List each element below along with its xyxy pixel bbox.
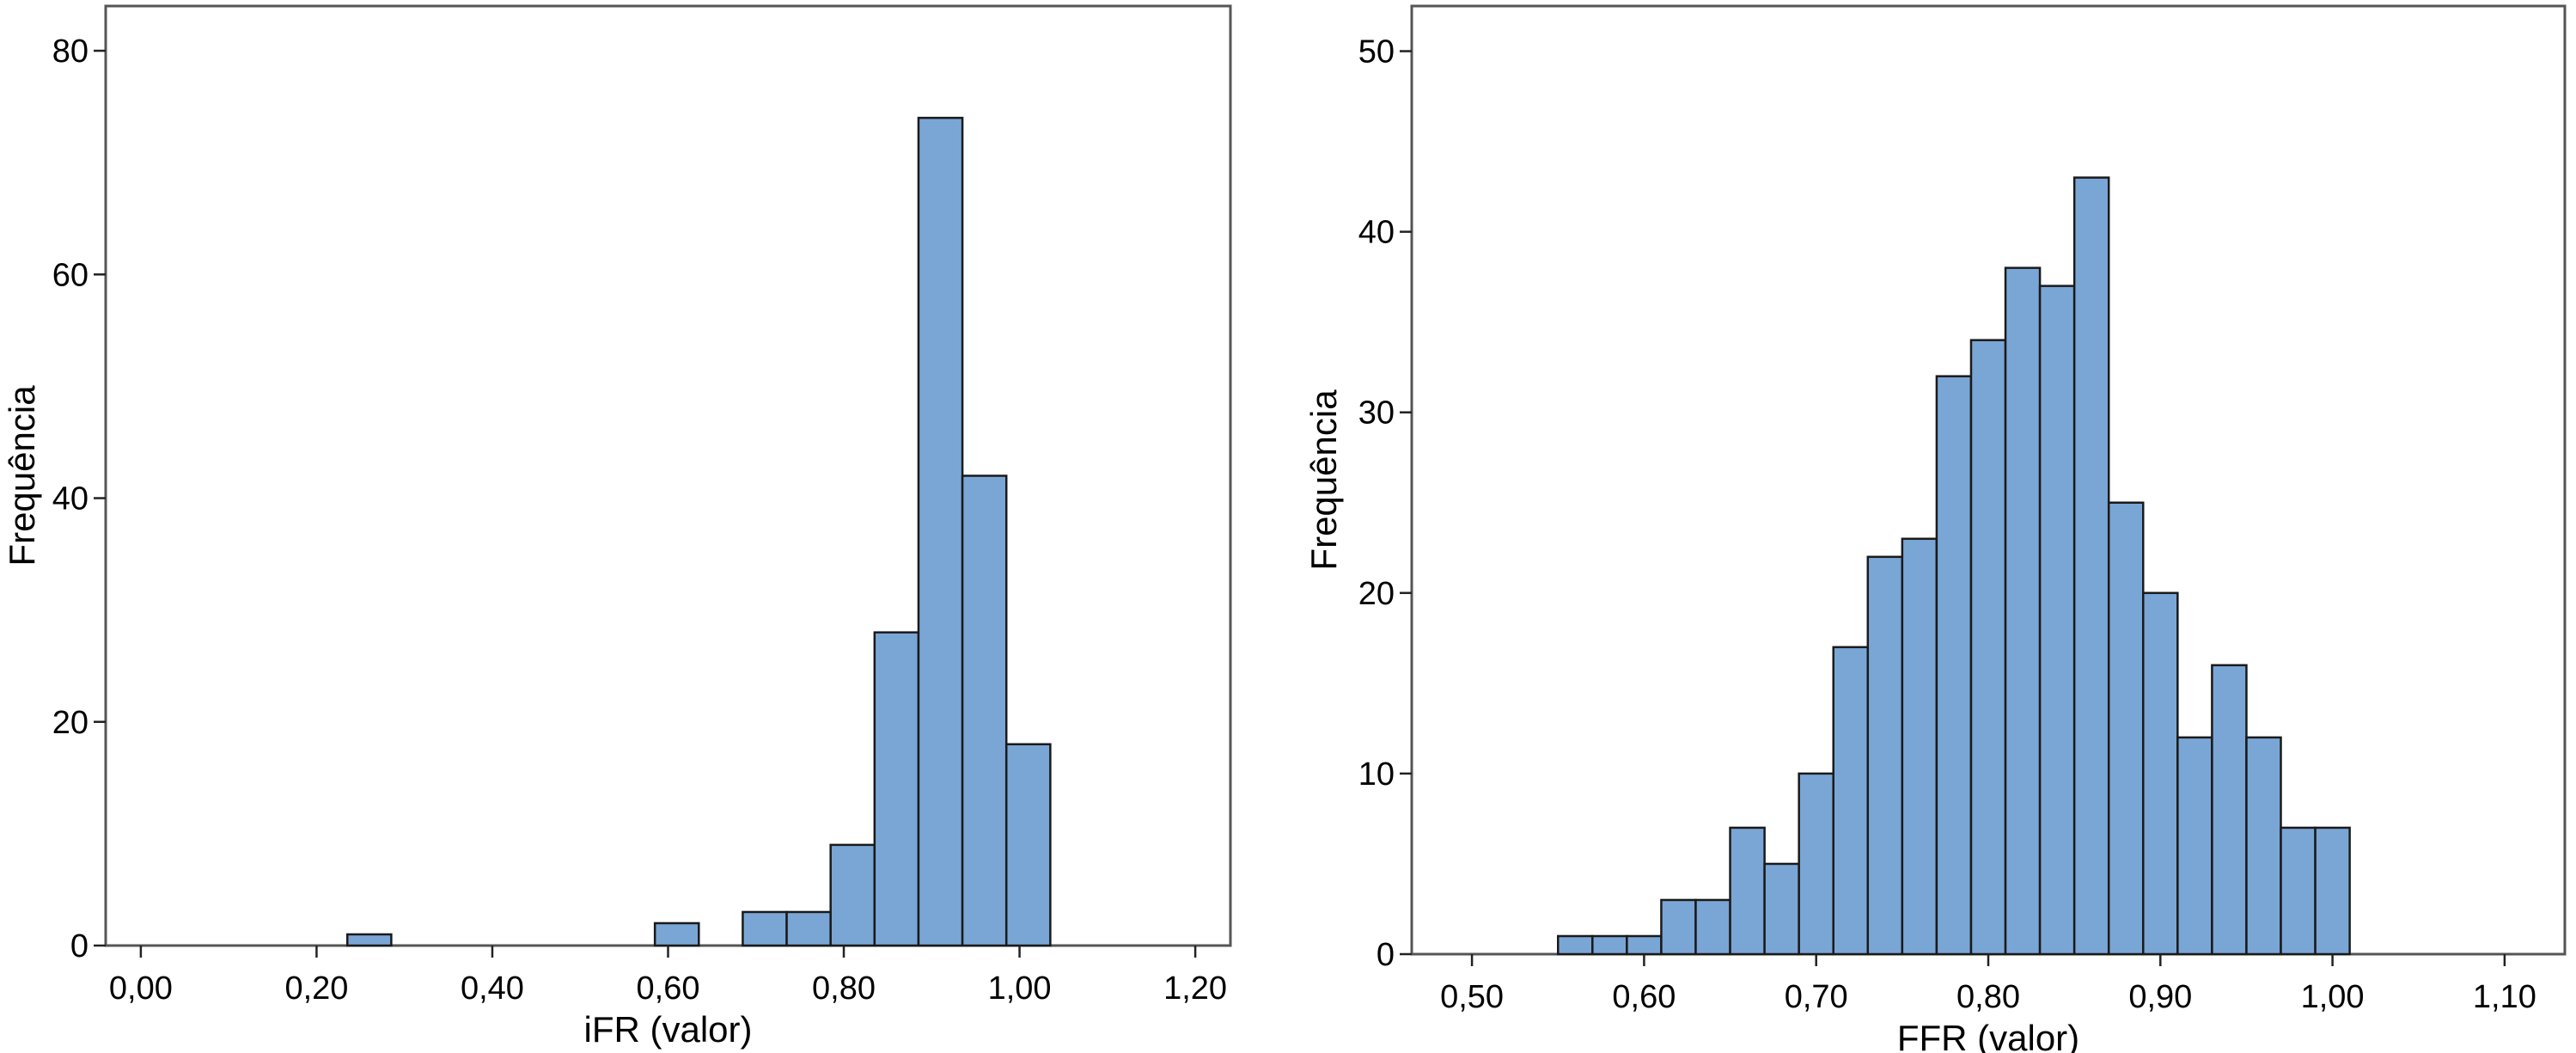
ffr-bar-5 bbox=[1729, 826, 1766, 956]
ifr-y-tick-label-3: 60 bbox=[52, 257, 89, 293]
ffr-y-axis-label: Frequência bbox=[1303, 389, 1344, 571]
ifr-bar-3 bbox=[785, 910, 832, 947]
ifr-y-axis-label: Frequência bbox=[2, 385, 42, 566]
ffr-bar-12 bbox=[1969, 339, 2007, 956]
ifr-bar-7 bbox=[961, 474, 1008, 947]
ifr-x-tick-label-1: 0,20 bbox=[284, 970, 348, 1007]
ffr-bar-16 bbox=[2107, 501, 2145, 956]
ffr-y-tick-label-0: 0 bbox=[1377, 937, 1395, 973]
ifr-histogram: 0,00 0,20 0,40 0,60 0,80 1,00 1,20 0 20 40 60 80 iFR… bbox=[2, 4, 1232, 1050]
ifr-x-axis-label: iFR (valor) bbox=[584, 1009, 753, 1050]
ifr-bar-0 bbox=[345, 933, 393, 947]
ffr-bar-8 bbox=[1832, 646, 1870, 956]
ifr-bar-1 bbox=[653, 921, 700, 947]
ffr-y-tick-label-5: 50 bbox=[1358, 34, 1395, 70]
ffr-bar-13 bbox=[2004, 266, 2042, 956]
ifr-bar-8 bbox=[1004, 743, 1052, 947]
ffr-bar-2 bbox=[1626, 934, 1663, 956]
ifr-bar-6 bbox=[917, 116, 964, 947]
ffr-histogram: 0,50 0,60 0,70 0,80 0,90 1,00 1,10 0 10 20 30 40 50 F… bbox=[1303, 4, 2567, 1053]
ifr-x-tick-label-3: 0,60 bbox=[637, 970, 700, 1007]
ffr-x-tick-label-2: 0,70 bbox=[1785, 979, 1848, 1015]
ffr-bar-10 bbox=[1901, 537, 1938, 956]
ffr-bar-15 bbox=[2072, 176, 2110, 956]
ifr-y-tick-label-1: 20 bbox=[52, 705, 89, 741]
ifr-bar-5 bbox=[873, 631, 920, 947]
ffr-x-tick-label-6: 1,10 bbox=[2473, 979, 2536, 1015]
ffr-bar-20 bbox=[2245, 736, 2282, 956]
ffr-bar-21 bbox=[2280, 826, 2317, 956]
ffr-bar-3 bbox=[1660, 898, 1697, 956]
ifr-x-tick-label-5: 1,00 bbox=[988, 970, 1052, 1007]
ffr-bar-1 bbox=[1591, 934, 1628, 956]
ffr-y-tick-label-4: 40 bbox=[1358, 215, 1395, 251]
ifr-y-tick-label-0: 0 bbox=[70, 928, 89, 964]
ffr-x-tick-label-1: 0,60 bbox=[1612, 979, 1676, 1015]
ffr-bar-17 bbox=[2142, 591, 2179, 956]
ffr-bar-18 bbox=[2176, 736, 2213, 956]
ffr-bar-7 bbox=[1798, 772, 1834, 956]
ifr-x-tick-label-0: 0,00 bbox=[109, 970, 173, 1007]
ffr-bar-19 bbox=[2211, 664, 2248, 956]
ifr-bar-2 bbox=[742, 910, 788, 947]
ffr-x-tick-label-0: 0,50 bbox=[1440, 979, 1504, 1015]
ffr-bar-11 bbox=[1935, 375, 1973, 956]
ffr-y-tick-label-3: 30 bbox=[1358, 395, 1395, 432]
ffr-x-axis-label: FFR (valor) bbox=[1897, 1018, 2079, 1053]
ifr-plot-frame bbox=[104, 4, 1232, 947]
ffr-bar-4 bbox=[1694, 898, 1731, 956]
ffr-y-tick-label-2: 20 bbox=[1358, 576, 1395, 612]
ifr-y-tick-label-2: 40 bbox=[52, 481, 89, 517]
ifr-y-tick-label-4: 80 bbox=[52, 34, 89, 70]
ifr-x-tick-label-2: 0,40 bbox=[461, 970, 524, 1007]
ffr-y-tick-label-1: 10 bbox=[1358, 756, 1395, 793]
ffr-bar-22 bbox=[2314, 826, 2351, 956]
ffr-x-tick-label-3: 0,80 bbox=[1956, 979, 2020, 1015]
ffr-bar-6 bbox=[1763, 862, 1800, 956]
ffr-bar-14 bbox=[2038, 285, 2076, 956]
ifr-x-tick-label-4: 0,80 bbox=[812, 970, 876, 1007]
ffr-bar-0 bbox=[1557, 934, 1594, 956]
ffr-x-tick-label-5: 1,00 bbox=[2301, 979, 2365, 1015]
ffr-bar-9 bbox=[1866, 555, 1904, 956]
ifr-x-tick-label-6: 1,20 bbox=[1163, 970, 1227, 1007]
ffr-x-tick-label-4: 0,90 bbox=[2128, 979, 2192, 1015]
ifr-bar-4 bbox=[829, 843, 876, 947]
